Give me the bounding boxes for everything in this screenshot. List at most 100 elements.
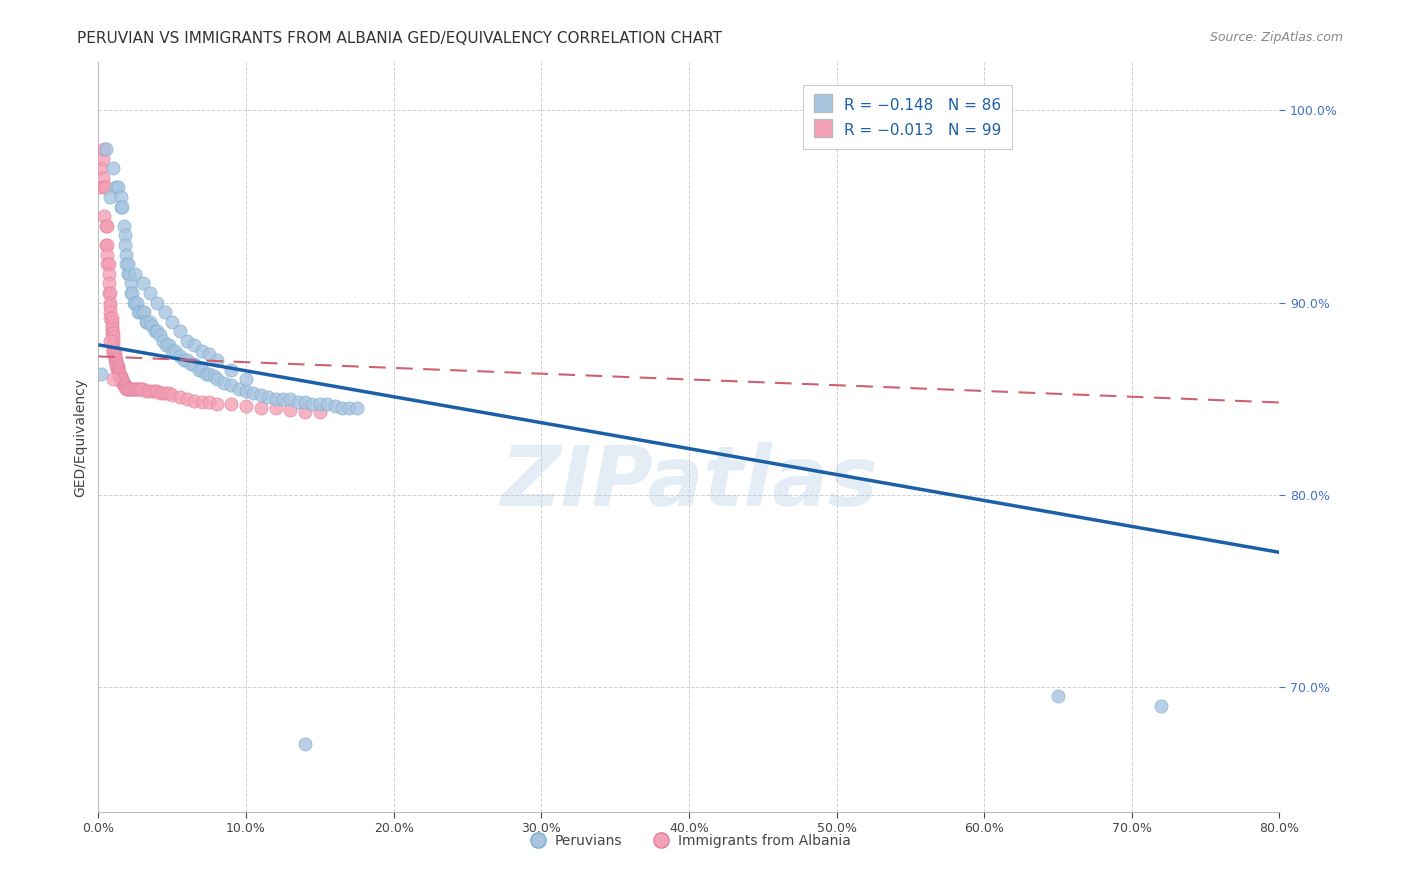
Point <box>104 353 127 368</box>
Point <box>127 382 149 396</box>
Point <box>235 400 257 414</box>
Point <box>212 376 235 391</box>
Point <box>108 367 131 381</box>
Point <box>187 363 209 377</box>
Point <box>97 277 120 291</box>
Point <box>125 382 148 396</box>
Point <box>205 372 228 386</box>
Point <box>98 190 121 204</box>
Point <box>129 382 152 396</box>
Point <box>124 295 146 310</box>
Point <box>128 305 150 319</box>
Point <box>146 384 169 398</box>
Point <box>183 393 205 408</box>
Point <box>242 385 264 400</box>
Point <box>91 152 114 166</box>
Point <box>103 326 125 341</box>
Point <box>122 382 145 396</box>
Point <box>195 367 218 381</box>
Point <box>294 395 316 409</box>
Point <box>103 338 125 352</box>
Point <box>107 359 129 373</box>
Point <box>112 376 135 391</box>
Point <box>94 180 117 194</box>
Point <box>93 209 115 223</box>
Point <box>121 382 143 396</box>
Point <box>125 295 148 310</box>
Point <box>152 334 174 348</box>
Point <box>115 257 138 271</box>
Y-axis label: GED/Equivalency: GED/Equivalency <box>73 377 87 497</box>
Point <box>94 219 117 233</box>
Point <box>149 328 172 343</box>
Point <box>100 326 122 341</box>
Point <box>135 315 157 329</box>
Point <box>97 267 120 281</box>
Point <box>339 401 361 416</box>
Point <box>108 368 131 383</box>
Point <box>280 403 302 417</box>
Point <box>127 305 149 319</box>
Point <box>120 277 142 291</box>
Point <box>250 388 273 402</box>
Point <box>100 310 122 325</box>
Point <box>294 738 316 752</box>
Point <box>103 372 125 386</box>
Point <box>91 170 114 185</box>
Point <box>309 397 332 411</box>
Point <box>121 285 143 300</box>
Point <box>180 357 202 371</box>
Point <box>89 180 111 194</box>
Point <box>128 382 150 396</box>
Point <box>115 382 138 396</box>
Point <box>198 367 221 381</box>
Point <box>122 295 145 310</box>
Point <box>111 372 134 386</box>
Point <box>155 385 177 400</box>
Point <box>94 142 117 156</box>
Point <box>100 315 122 329</box>
Point <box>132 277 155 291</box>
Point <box>105 359 128 373</box>
Point <box>115 380 138 394</box>
Point <box>98 295 121 310</box>
Point <box>98 285 121 300</box>
Point <box>191 395 214 409</box>
Point <box>250 401 273 416</box>
Point <box>176 334 198 348</box>
Point <box>90 161 112 175</box>
Point <box>198 347 221 361</box>
Point <box>124 382 146 396</box>
Point <box>323 400 346 414</box>
Point <box>191 363 214 377</box>
Point <box>114 380 136 394</box>
Point <box>146 295 169 310</box>
Point <box>104 350 127 364</box>
Point <box>96 257 118 271</box>
Point <box>143 325 166 339</box>
Point <box>183 357 205 371</box>
Point <box>155 338 177 352</box>
Point <box>264 401 287 416</box>
Point <box>157 385 180 400</box>
Text: PERUVIAN VS IMMIGRANTS FROM ALBANIA GED/EQUIVALENCY CORRELATION CHART: PERUVIAN VS IMMIGRANTS FROM ALBANIA GED/… <box>77 31 723 46</box>
Point <box>235 372 257 386</box>
Point <box>205 397 228 411</box>
Point <box>221 378 243 392</box>
Point <box>103 345 125 359</box>
Point <box>162 388 183 402</box>
Point <box>114 238 136 252</box>
Point <box>98 305 121 319</box>
Point <box>309 405 332 419</box>
Point <box>107 365 129 379</box>
Point <box>98 334 121 348</box>
Point <box>176 392 198 406</box>
Point <box>105 180 128 194</box>
Point <box>228 382 250 396</box>
Point <box>93 142 115 156</box>
Point <box>103 330 125 344</box>
Point <box>110 190 132 204</box>
Point <box>100 318 122 333</box>
Point <box>115 247 138 261</box>
Point <box>110 368 132 383</box>
